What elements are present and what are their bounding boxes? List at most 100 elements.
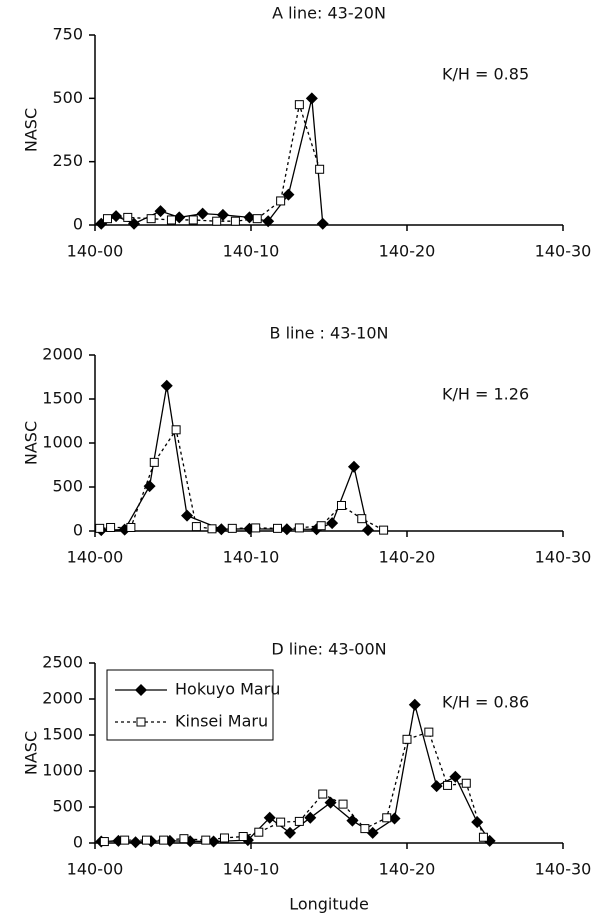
data-point (326, 517, 339, 530)
data-point (263, 811, 276, 824)
data-point (149, 457, 159, 467)
y-tick-label: 2500 (42, 653, 83, 672)
legend-marker (135, 684, 147, 696)
data-point (304, 811, 317, 824)
y-axis-label: NASC (22, 731, 41, 775)
x-tick-label: 140-00 (67, 242, 124, 261)
data-point (99, 837, 109, 847)
data-point (207, 524, 217, 534)
data-point (160, 379, 173, 392)
legend-label: Kinsei Maru (175, 712, 268, 731)
x-tick-label: 140-20 (379, 860, 436, 879)
data-point (379, 525, 389, 535)
y-tick-label: 0 (73, 521, 83, 540)
x-tick-label: 140-00 (67, 548, 124, 567)
data-point (284, 826, 296, 839)
data-point (338, 799, 348, 809)
data-point (347, 460, 360, 473)
data-point (318, 789, 328, 799)
y-axis-label: NASC (22, 108, 41, 152)
chart-title: B line : 43-10N (270, 324, 389, 343)
x-tick-label: 140-30 (535, 242, 592, 261)
data-point (336, 500, 346, 510)
data-point (143, 480, 156, 493)
data-point (196, 207, 209, 220)
data-point (212, 216, 222, 226)
data-point (251, 523, 261, 533)
x-tick-label: 140-10 (223, 242, 280, 261)
annotation: K/H = 0.85 (442, 65, 529, 84)
data-point (449, 770, 462, 783)
data-point (179, 834, 189, 844)
data-point (102, 214, 112, 224)
y-tick-label: 1500 (42, 389, 83, 408)
y-tick-label: 1000 (42, 433, 83, 452)
data-point (305, 92, 318, 105)
data-point (126, 522, 136, 532)
data-point (227, 523, 237, 533)
series-line (101, 385, 369, 531)
data-point (424, 727, 434, 737)
data-point (188, 215, 198, 225)
x-tick-label: 140-30 (535, 860, 592, 879)
chart-title: D line: 43-00N (271, 640, 386, 659)
data-point (276, 817, 286, 827)
data-point (315, 164, 325, 174)
data-point (366, 826, 379, 839)
data-point (141, 835, 151, 845)
y-tick-label: 1000 (42, 761, 83, 780)
data-point (191, 522, 201, 532)
x-tick-label: 140-20 (379, 242, 436, 261)
data-point (207, 835, 220, 848)
data-point (316, 521, 326, 531)
legend-box (106, 669, 274, 741)
data-point (471, 816, 484, 829)
data-point (430, 780, 443, 793)
data-point (262, 215, 275, 228)
data-point (238, 832, 248, 842)
x-tick-label: 140-10 (223, 548, 280, 567)
data-point (110, 210, 123, 223)
data-point (154, 205, 167, 218)
data-point (219, 833, 229, 843)
data-point (357, 514, 367, 524)
data-point (201, 835, 211, 845)
data-point (360, 824, 370, 834)
x-tick-label: 140-00 (67, 860, 124, 879)
data-point (280, 523, 293, 536)
y-tick-label: 250 (52, 151, 83, 170)
legend-marker (136, 717, 146, 727)
data-point (388, 812, 401, 825)
data-point (230, 216, 240, 226)
data-point (282, 188, 295, 201)
y-tick-label: 500 (52, 88, 83, 107)
y-tick-label: 2000 (42, 689, 83, 708)
y-tick-label: 500 (52, 477, 83, 496)
data-point (123, 212, 133, 222)
y-tick-label: 1500 (42, 725, 83, 744)
data-point (316, 217, 329, 230)
series-line (99, 428, 384, 531)
data-point (443, 780, 453, 790)
data-point (181, 509, 194, 522)
legend-label: Hokuyo Maru (175, 680, 280, 699)
data-point (146, 214, 156, 224)
y-tick-label: 0 (73, 833, 83, 852)
data-point (402, 734, 412, 744)
y-tick-label: 0 (73, 215, 83, 234)
data-point (159, 835, 169, 845)
series-line (107, 104, 321, 222)
y-tick-label: 500 (52, 797, 83, 816)
data-point (273, 523, 283, 533)
data-point (215, 523, 228, 536)
annotation: K/H = 1.26 (442, 385, 529, 404)
x-axis-label: Longitude (289, 895, 369, 914)
y-tick-label: 2000 (42, 345, 83, 364)
data-point (252, 214, 262, 224)
data-point (294, 816, 304, 826)
data-point (346, 814, 359, 827)
annotation: K/H = 0.86 (442, 693, 529, 712)
data-point (294, 523, 304, 533)
y-axis-label: NASC (22, 421, 41, 465)
data-point (362, 524, 374, 537)
